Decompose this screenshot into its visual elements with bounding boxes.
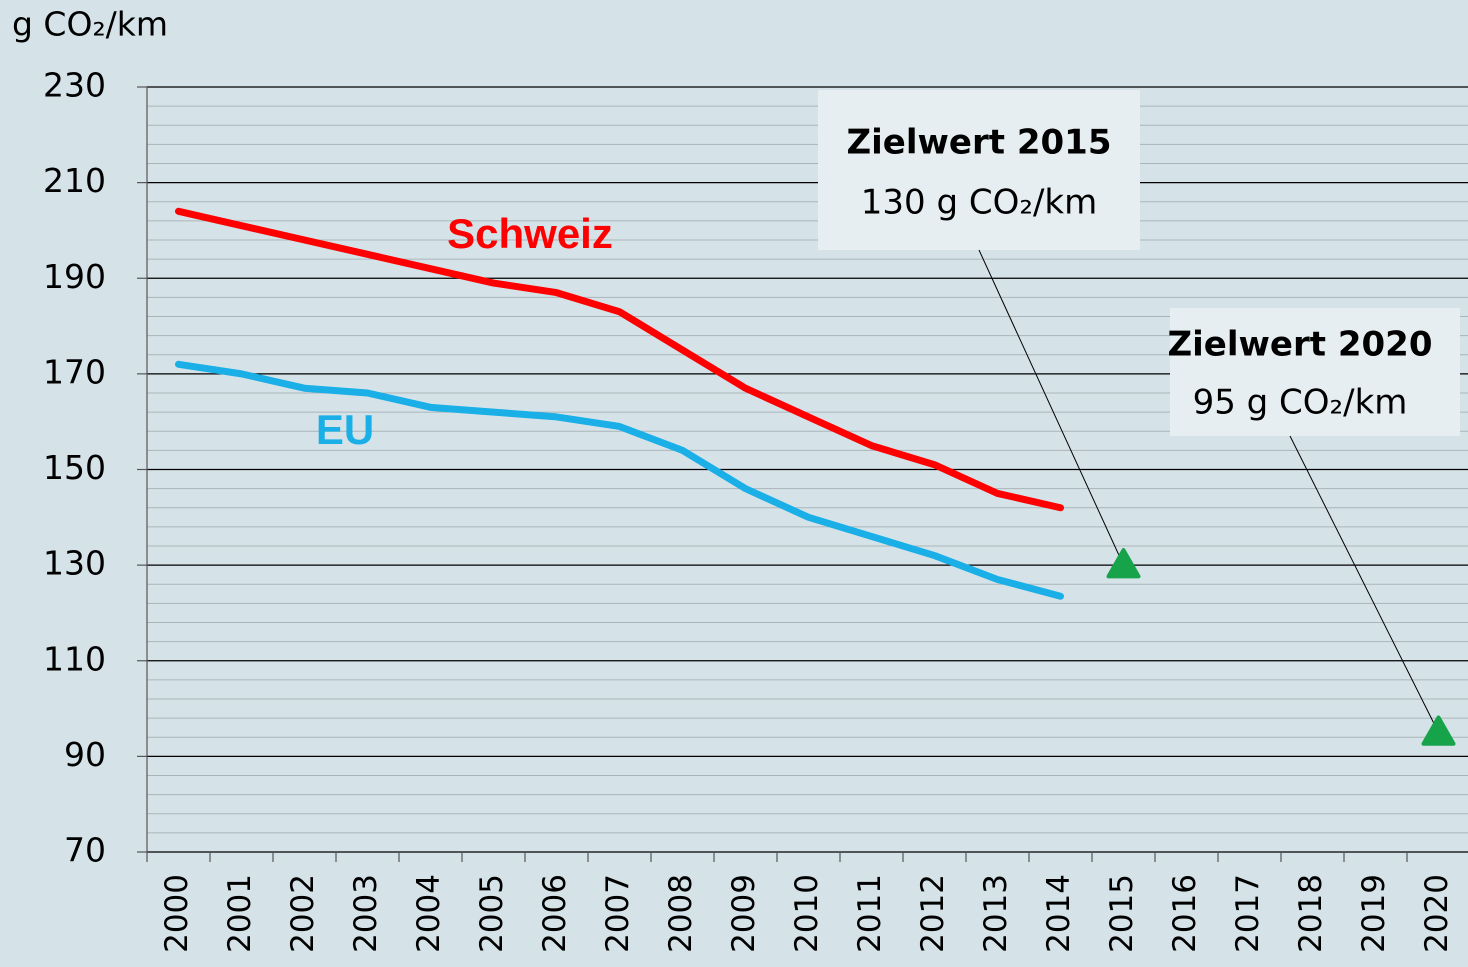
y-tick-label: 70 bbox=[64, 831, 106, 870]
x-tick-label: 2003 bbox=[348, 874, 384, 953]
annotation-title: Zielwert 2020 bbox=[1168, 325, 1433, 365]
y-tick-label: 190 bbox=[43, 257, 106, 296]
x-tick-label: 2015 bbox=[1104, 874, 1140, 953]
target-marker bbox=[1421, 715, 1456, 746]
x-tick-label: 2020 bbox=[1419, 874, 1455, 953]
x-tick-label: 2009 bbox=[726, 874, 762, 953]
y-tick-label: 110 bbox=[43, 639, 106, 678]
annotation-title: Zielwert 2015 bbox=[847, 123, 1112, 163]
x-tick-label: 2019 bbox=[1356, 874, 1392, 953]
annotation-box bbox=[818, 90, 1140, 250]
y-tick-label: 230 bbox=[43, 66, 106, 105]
series-line bbox=[175, 360, 1064, 600]
annotation-text: 95 g CO₂/km bbox=[1193, 383, 1408, 423]
annotation-arrow bbox=[1289, 435, 1439, 733]
y-tick-label: 130 bbox=[43, 544, 106, 583]
x-tick-label: 2018 bbox=[1293, 874, 1329, 953]
x-tick-label: 2016 bbox=[1167, 874, 1203, 953]
y-tick-label: 210 bbox=[43, 161, 106, 200]
y-tick-label: 170 bbox=[43, 352, 106, 391]
x-tick-label: 2000 bbox=[159, 874, 195, 953]
x-tick-label: 2008 bbox=[663, 874, 699, 953]
series-label: Schweiz bbox=[447, 210, 613, 257]
x-tick-label: 2010 bbox=[789, 874, 825, 953]
y-axis-label: g CO₂/km bbox=[12, 5, 168, 44]
annotation-arrow bbox=[978, 249, 1124, 566]
x-tick-label: 2017 bbox=[1230, 874, 1266, 953]
annotation-box bbox=[1170, 308, 1460, 436]
x-tick-label: 2011 bbox=[852, 874, 888, 953]
x-tick-label: 2005 bbox=[474, 874, 510, 953]
x-tick-label: 2006 bbox=[537, 874, 573, 953]
y-tick-label: 90 bbox=[64, 735, 106, 774]
y-tick-label: 150 bbox=[43, 448, 106, 487]
series-label: EU bbox=[316, 406, 374, 453]
x-tick-label: 2001 bbox=[222, 874, 258, 953]
target-marker bbox=[1106, 548, 1141, 579]
x-tick-label: 2013 bbox=[978, 874, 1014, 953]
x-tick-label: 2004 bbox=[411, 874, 447, 953]
series-line bbox=[175, 207, 1064, 512]
x-tick-label: 2007 bbox=[600, 874, 636, 953]
x-tick-label: 2002 bbox=[285, 874, 321, 953]
x-tick-label: 2014 bbox=[1041, 874, 1077, 953]
annotation-text: 130 g CO₂/km bbox=[861, 183, 1098, 223]
x-tick-label: 2012 bbox=[915, 874, 951, 953]
